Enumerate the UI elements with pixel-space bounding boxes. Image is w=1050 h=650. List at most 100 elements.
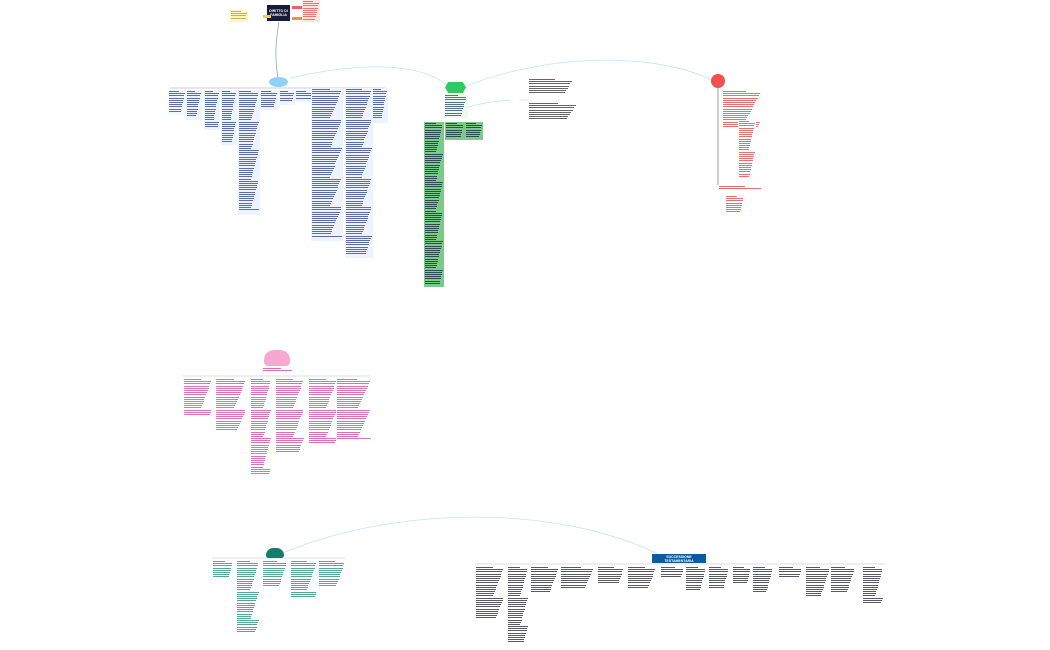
topic-teal[interactable]	[266, 548, 284, 558]
text-line	[508, 606, 526, 608]
text-line	[806, 569, 830, 571]
topic-green[interactable]	[445, 82, 466, 93]
text-line	[237, 591, 259, 593]
text-line	[251, 414, 270, 415]
text-line	[312, 183, 340, 185]
text-line	[216, 392, 241, 394]
text-line	[733, 582, 748, 584]
text-line	[237, 600, 256, 602]
text-line	[309, 403, 328, 405]
text-line	[184, 409, 212, 411]
text-block	[345, 88, 373, 258]
text-line	[222, 134, 234, 136]
text-line	[216, 416, 243, 418]
text-line	[446, 129, 463, 131]
topic-red[interactable]	[711, 74, 725, 88]
text-line	[508, 591, 522, 593]
text-line	[425, 168, 439, 170]
text-line	[312, 229, 333, 230]
text-line	[508, 608, 525, 610]
text-line	[508, 582, 524, 584]
text-line	[309, 440, 336, 442]
text-line	[445, 105, 464, 107]
text-line	[309, 379, 326, 380]
text-line	[337, 400, 361, 402]
text-line	[346, 132, 367, 134]
text-line	[476, 597, 504, 599]
text-line	[239, 123, 258, 125]
text-line	[251, 420, 268, 422]
text-line	[276, 438, 304, 440]
text-line	[184, 381, 212, 383]
text-line	[373, 93, 387, 95]
text-line	[346, 226, 365, 228]
text-line	[628, 584, 650, 586]
text-line	[726, 209, 741, 211]
connector-green-right	[465, 99, 529, 109]
text-line	[425, 206, 437, 208]
text-line	[263, 582, 280, 584]
text-line	[312, 200, 333, 202]
text-line	[291, 593, 316, 595]
text-line	[508, 612, 524, 614]
text-line	[425, 131, 441, 133]
topic-pink[interactable]	[264, 350, 290, 366]
topic-blue[interactable]	[269, 77, 288, 87]
text-line	[239, 97, 258, 99]
text-line	[319, 565, 344, 567]
text-block	[597, 566, 625, 586]
text-line	[312, 152, 340, 154]
text-line	[337, 403, 360, 405]
text-line	[312, 99, 338, 101]
text-line	[169, 108, 182, 110]
text-line	[346, 239, 371, 241]
text-line	[476, 575, 501, 577]
text-line	[184, 392, 207, 394]
text-line	[723, 108, 752, 110]
text-line	[237, 609, 254, 611]
text-line	[319, 574, 341, 576]
text-line	[184, 379, 201, 380]
text-line	[346, 204, 362, 206]
text-line	[337, 405, 359, 407]
text-block	[230, 10, 248, 22]
root-node[interactable]: DIRITTO DI FAMIGLIA	[267, 5, 290, 21]
text-line	[508, 634, 526, 636]
text-line	[251, 444, 269, 446]
text-line	[476, 567, 493, 568]
text-line	[237, 624, 258, 626]
text-block	[507, 566, 529, 646]
text-line	[312, 231, 332, 233]
text-line	[263, 370, 293, 372]
text-line	[291, 585, 309, 587]
text-line	[346, 209, 371, 211]
text-block	[660, 566, 685, 581]
text-line	[312, 178, 342, 180]
text-line	[739, 151, 755, 153]
text-line	[529, 118, 567, 120]
succession-node[interactable]: SUCCESSIONE TESTAMENTARIA	[652, 554, 706, 563]
text-line	[346, 194, 366, 195]
text-block	[778, 566, 803, 581]
text-line	[239, 154, 258, 156]
text-line	[723, 115, 749, 117]
text-line	[346, 242, 370, 244]
text-line	[237, 582, 253, 584]
text-line	[561, 586, 586, 588]
text-line	[312, 196, 334, 198]
text-line	[529, 92, 566, 94]
text-line	[508, 588, 522, 590]
text-line	[263, 569, 285, 571]
text-line	[231, 15, 247, 17]
text-line	[806, 593, 822, 595]
text-line	[425, 219, 441, 221]
text-line	[276, 398, 297, 400]
text-line	[222, 121, 236, 123]
text-block	[718, 185, 763, 193]
text-line	[529, 79, 556, 80]
text-line	[723, 99, 757, 101]
text-line	[309, 438, 337, 440]
text-line	[739, 134, 753, 136]
text-line	[425, 278, 441, 280]
text-line	[237, 598, 257, 600]
